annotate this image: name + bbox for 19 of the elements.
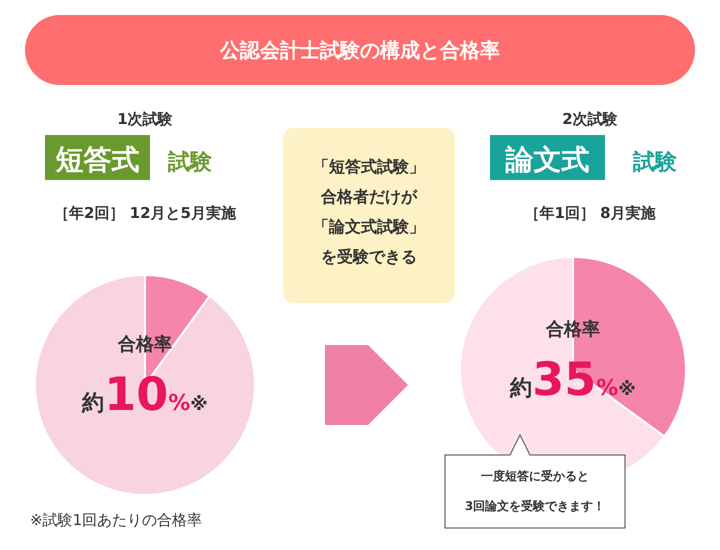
text: 「論文式試験」 xyxy=(313,217,425,236)
text: 「短答式試験」 xyxy=(313,157,425,176)
text: ※試験1回あたりの合格率 xyxy=(30,511,202,529)
pie-slice xyxy=(34,274,256,496)
text: ［年1回］ 8月実施 xyxy=(524,204,657,222)
text: ［年2回］ 12月と5月実施 xyxy=(54,204,237,222)
text: 2次試験 xyxy=(562,110,619,128)
text: を受験できる xyxy=(321,247,417,266)
text: 試験 xyxy=(167,150,213,175)
text: 試験 xyxy=(632,150,678,175)
text: 合格率 xyxy=(117,334,172,355)
text: 1次試験 xyxy=(117,110,174,128)
text: 合格者だけが xyxy=(320,187,418,206)
text: 一度短答に受かると 3回論文を受験できます！ xyxy=(464,469,606,513)
text: 約35%※ xyxy=(509,352,636,406)
text: 合格率 xyxy=(545,319,600,340)
text: 論文式 xyxy=(504,143,590,176)
text: 公認会計士試験の構成と合格率 xyxy=(219,38,500,62)
text: 短答式 xyxy=(54,143,140,176)
